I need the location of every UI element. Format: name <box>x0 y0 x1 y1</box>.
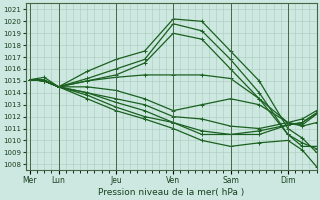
X-axis label: Pression niveau de la mer( hPa ): Pression niveau de la mer( hPa ) <box>98 188 244 197</box>
